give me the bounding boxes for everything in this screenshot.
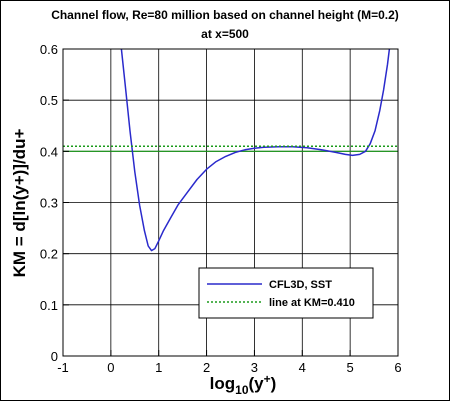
y-tick-label: 0.2: [40, 247, 58, 262]
y-tick-label: 0.6: [40, 42, 58, 57]
tick-marks: [62, 48, 399, 357]
y-axis-label: KM = d[ln(y+)]/du+: [10, 129, 29, 278]
x-tick-label: 4: [299, 360, 306, 375]
chart-subtitle: at x=500: [201, 27, 249, 41]
x-tick-label: -1: [57, 360, 69, 375]
y-tick-label: 0: [51, 349, 58, 364]
x-axis-label: log10(y+): [210, 372, 277, 397]
y-tick-labels: 0 0.1 0.2 0.3 0.4 0.5 0.6: [40, 42, 58, 364]
x-tick-label: 1: [155, 360, 162, 375]
y-tick-label: 0.4: [40, 144, 58, 159]
x-tick-label: 3: [251, 360, 258, 375]
legend-box: [198, 267, 374, 319]
legend-label-cfl3d: CFL3D, SST: [269, 279, 332, 291]
x-tick-label: 0: [107, 360, 114, 375]
x-tick-labels: -1 0 1 2 3 4 5 6: [57, 360, 401, 375]
series-line-cfl3d-sst: [120, 48, 391, 252]
y-tick-label: 0.5: [40, 93, 58, 108]
legend-label-km-line: line at KM=0.410: [269, 297, 355, 309]
x-tick-label: 6: [394, 360, 401, 375]
y-tick-label: 0.1: [40, 298, 58, 313]
y-tick-label: 0.3: [40, 196, 58, 211]
x-tick-label: 2: [203, 360, 210, 375]
x-tick-label: 5: [347, 360, 354, 375]
series-group: [63, 48, 398, 252]
legend: CFL3D, SST line at KM=0.410: [198, 267, 374, 319]
chart-title: Channel flow, Re=80 million based on cha…: [51, 8, 399, 22]
